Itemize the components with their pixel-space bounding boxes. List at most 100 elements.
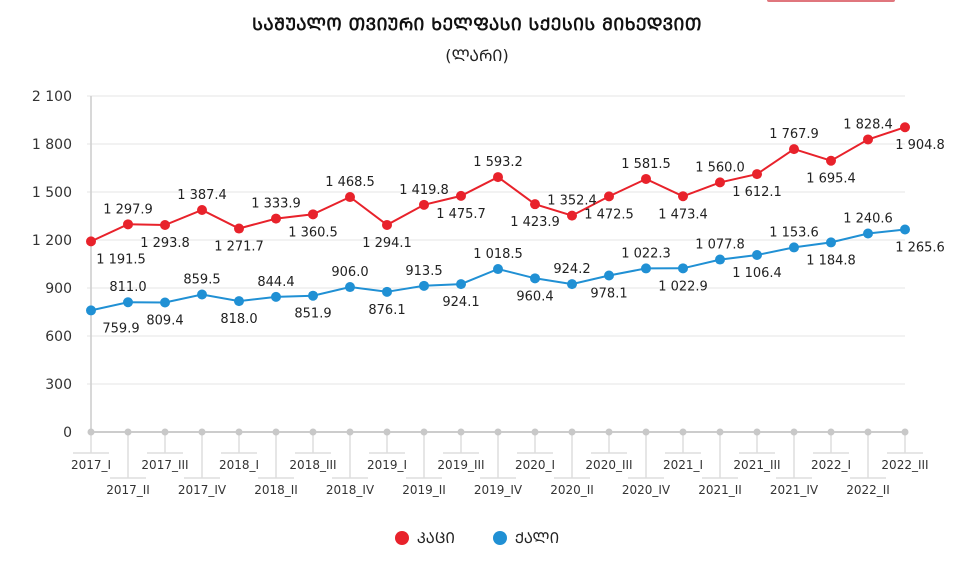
x-axis-dot xyxy=(716,428,724,436)
data-label-women: 811.0 xyxy=(109,280,146,295)
x-tick-label: 2021_II xyxy=(698,483,742,497)
data-label-women: 818.0 xyxy=(220,312,257,327)
data-label-men: 1 767.9 xyxy=(769,127,819,142)
data-label-men: 1 294.1 xyxy=(362,236,412,251)
y-tick-label: 1 500 xyxy=(32,185,72,201)
data-label-men: 1 593.2 xyxy=(473,155,523,170)
x-axis-dot xyxy=(346,428,354,436)
x-axis-dot xyxy=(827,428,835,436)
data-label-women: 1 018.5 xyxy=(473,247,523,262)
data-label-women: 1 265.6 xyxy=(895,241,945,256)
data-label-women: 759.9 xyxy=(102,321,139,336)
x-axis-dot xyxy=(309,428,317,436)
data-point-men xyxy=(900,122,910,133)
x-tick-label: 2022_I xyxy=(811,458,851,472)
data-label-men: 1 387.4 xyxy=(177,188,227,203)
y-tick-label: 0 xyxy=(63,425,72,441)
x-tick-label: 2020_III xyxy=(585,458,632,472)
data-point-men xyxy=(715,177,725,188)
x-axis-dot xyxy=(864,428,872,436)
data-point-men xyxy=(863,134,873,145)
data-label-men: 1 360.5 xyxy=(288,225,338,240)
x-axis-dot xyxy=(198,428,206,436)
data-point-men xyxy=(789,144,799,155)
data-label-men: 1 475.7 xyxy=(436,207,486,222)
x-tick-label: 2020_I xyxy=(515,458,555,472)
data-label-women: 1 184.8 xyxy=(806,253,856,268)
y-tick-label: 2 100 xyxy=(32,89,72,105)
data-point-women xyxy=(789,242,799,253)
data-point-men xyxy=(493,172,503,183)
data-point-men xyxy=(641,173,651,184)
legend-item-women[interactable]: ᲥᲐᲚᲘ xyxy=(492,528,560,548)
y-axis-ticks: 0 300 600 900 1 200 1 500 1 800 2 100 xyxy=(32,89,72,441)
y-tick-label: 300 xyxy=(45,377,72,393)
data-label-women: 1 106.4 xyxy=(732,266,782,281)
data-point-women xyxy=(419,280,429,291)
data-label-women: 924.1 xyxy=(442,295,479,310)
data-point-men xyxy=(382,219,392,230)
data-point-women xyxy=(863,228,873,239)
data-point-women xyxy=(345,282,355,293)
series-points xyxy=(86,122,910,316)
x-axis-dot xyxy=(642,428,650,436)
data-label-men: 1 419.8 xyxy=(399,183,449,198)
data-labels: 1 191.5 1 297.9 1 293.8 1 387.4 1 271.7 1 333… xyxy=(96,117,945,336)
x-axis-dot xyxy=(679,428,687,436)
x-tick-label: 2022_III xyxy=(881,458,928,472)
x-tick-label: 2021_III xyxy=(733,458,780,472)
gridlines xyxy=(87,95,905,432)
data-point-women xyxy=(752,249,762,260)
data-point-men xyxy=(604,191,614,202)
data-label-women: 809.4 xyxy=(146,313,183,328)
data-point-men xyxy=(308,209,318,220)
data-point-men xyxy=(752,169,762,180)
data-point-women xyxy=(530,273,540,284)
data-label-women: 859.5 xyxy=(183,272,220,287)
y-tick-label: 1 800 xyxy=(32,137,72,153)
x-axis-dot xyxy=(383,428,391,436)
data-label-men: 1 293.8 xyxy=(140,236,190,251)
x-tick-label: 2020_IV xyxy=(622,483,671,497)
data-label-women: 906.0 xyxy=(331,265,368,280)
x-tick-label: 2018_II xyxy=(254,483,298,497)
legend-item-men[interactable]: ᲙᲐᲪᲘ xyxy=(394,528,455,548)
x-axis-dot xyxy=(124,428,132,436)
x-axis-dot xyxy=(161,428,169,436)
x-axis-dot xyxy=(790,428,798,436)
x-tick-label: 2018_I xyxy=(219,458,259,472)
data-label-men: 1 472.5 xyxy=(584,207,634,222)
legend-label-women: ᲥᲐᲚᲘ xyxy=(514,529,560,547)
x-axis-dot xyxy=(87,428,95,436)
data-point-men xyxy=(826,155,836,166)
x-tick-label: 2018_III xyxy=(289,458,336,472)
data-point-men xyxy=(234,223,244,234)
data-label-women: 960.4 xyxy=(516,289,553,304)
data-point-women xyxy=(197,289,207,300)
data-point-women xyxy=(604,270,614,281)
x-axis-dot xyxy=(531,428,539,436)
data-point-men xyxy=(567,210,577,221)
top-right-button-edge[interactable] xyxy=(767,0,895,2)
data-point-women xyxy=(86,305,96,316)
data-label-women: 851.9 xyxy=(294,307,331,322)
data-point-women xyxy=(382,286,392,297)
x-axis-dot xyxy=(235,428,243,436)
legend: ᲙᲐᲪᲘ ᲥᲐᲚᲘ xyxy=(0,528,954,548)
data-point-men xyxy=(345,192,355,203)
x-tick-label: 2017_III xyxy=(141,458,188,472)
data-label-men: 1 333.9 xyxy=(251,197,301,212)
x-tick-label: 2017_IV xyxy=(178,483,227,497)
x-tick-label: 2018_IV xyxy=(326,483,375,497)
x-axis: 2017_I 2017_II 2017_III 2017_IV 2018_I 2018_I… xyxy=(71,428,929,497)
x-axis-dot xyxy=(494,428,502,436)
x-axis-dot xyxy=(753,428,761,436)
x-tick-label: 2020_II xyxy=(550,483,594,497)
data-point-men xyxy=(197,205,207,216)
x-axis-dot xyxy=(605,428,613,436)
y-tick-label: 600 xyxy=(45,329,72,345)
data-label-men: 1 828.4 xyxy=(843,117,893,132)
data-point-men xyxy=(530,199,540,210)
x-tick-label: 2017_I xyxy=(71,458,111,472)
x-axis-dot xyxy=(457,428,465,436)
